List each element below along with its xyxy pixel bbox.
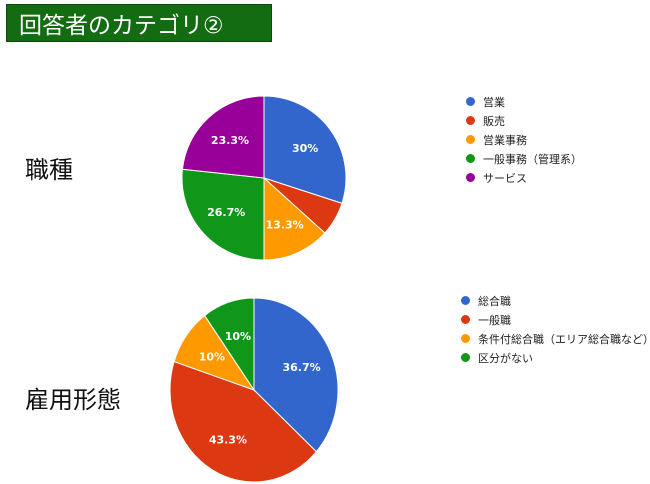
pie1-data-label-0: 30% [292,142,318,155]
legend-dot-icon [461,315,470,324]
pie1-data-label-3: 26.7% [207,206,245,219]
legend2-item-2: 条件付総合職（エリア総合職など） [461,329,650,348]
legend-occupation: 営業販売営業事務一般事務（管理系） サービス [466,92,582,187]
pie1-slice-0 [263,95,347,204]
legend-dot-icon [466,135,475,144]
pie2-data-label-3: 10% [225,330,251,343]
legend1-item-2: 営業事務 [466,130,582,149]
pie1-slice-3 [181,168,265,261]
legend-label: 営業 [483,95,505,109]
pie2-data-label-0: 36.7% [283,361,321,374]
legend-dot-icon [466,154,475,163]
pie-chart-employment: 36.7% 43.3% 10%10% [169,297,339,483]
pie1-data-label-2: 13.3% [266,218,304,231]
pie2-slice-3 [203,297,255,392]
legend-dot-icon [466,97,475,106]
legend-label: 条件付総合職（エリア総合職など） [478,332,650,346]
pie1-slice-4 [181,95,265,179]
legend1-item-4: サービス [466,168,582,187]
legend2-item-1: 一般職 [461,310,650,329]
legend1-item-3: 一般事務（管理系） [466,149,582,168]
chart-1-label: 職種 [25,156,73,184]
legend-label: 販売 [483,114,505,128]
legend-label: サービス [483,171,527,185]
legend-dot-icon [461,353,470,362]
pie2-slice-1 [169,360,317,483]
legend-label: 区分がない [478,351,533,365]
legend2-item-3: 区分がない [461,348,650,367]
pie-chart-occupation: 30% 13.3% 26.7% 23.3% [181,95,347,261]
pie2-slice-0 [253,297,339,453]
chart-2-label: 雇用形態 [25,386,121,414]
legend-label: 営業事務 [483,133,527,147]
legend1-item-0: 営業 [466,92,582,111]
legend-dot-icon [461,296,470,305]
legend-employment: 総合職一般職条件付総合職（エリア総合職など） 区分がない [461,291,650,367]
legend-dot-icon [466,116,475,125]
legend-label: 総合職 [478,294,511,308]
legend1-item-1: 販売 [466,111,582,130]
title-banner: 回答者のカテゴリ② [6,4,272,42]
legend-label: 一般職 [478,313,511,327]
legend2-item-0: 総合職 [461,291,650,310]
legend-dot-icon [461,334,470,343]
legend-label: 一般事務（管理系） [483,152,582,166]
legend-dot-icon [466,173,475,182]
pie2-data-label-2: 10% [199,350,225,363]
pie1-data-label-4: 23.3% [211,134,249,147]
pie1-slice-2 [263,176,326,261]
page-title: 回答者のカテゴリ② [19,13,224,39]
pie2-data-label-1: 43.3% [209,433,247,446]
